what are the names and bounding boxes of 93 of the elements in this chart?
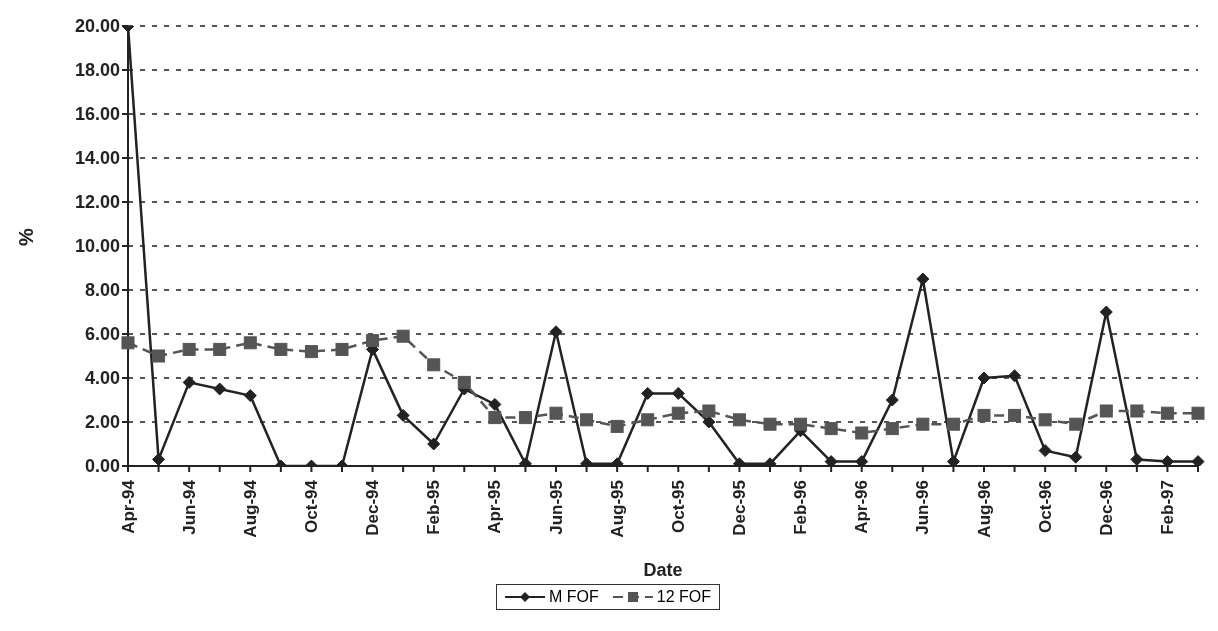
x-tick-label: Aug-96 <box>974 480 994 538</box>
y-tick-label: 8.00 <box>84 280 120 301</box>
point <box>580 413 594 427</box>
point <box>702 404 716 418</box>
point <box>824 422 838 436</box>
point <box>335 342 349 356</box>
y-tick-label: 16.00 <box>74 104 120 125</box>
point <box>1130 452 1144 466</box>
point <box>763 417 777 431</box>
y-tick-label: 6.00 <box>84 324 120 345</box>
point <box>396 329 410 343</box>
point <box>732 413 746 427</box>
x-tick-label: Apr-96 <box>852 480 872 534</box>
y-tick-label: 0.00 <box>84 456 120 477</box>
point <box>427 437 441 451</box>
x-tick-label: Feb-97 <box>1157 480 1177 535</box>
point <box>304 345 318 359</box>
point <box>243 336 257 350</box>
x-tick-label: Jun-96 <box>913 480 933 535</box>
point <box>1099 305 1113 319</box>
point <box>1008 369 1022 383</box>
point <box>182 375 196 389</box>
point <box>549 325 563 339</box>
point <box>488 397 502 411</box>
y-axis-title: % <box>15 228 38 246</box>
point <box>1130 404 1144 418</box>
x-tick-label: Aug-95 <box>607 480 627 538</box>
point <box>152 349 166 363</box>
point <box>671 406 685 420</box>
point <box>1191 406 1205 420</box>
point <box>977 408 991 422</box>
point <box>1038 444 1052 458</box>
point <box>885 393 899 407</box>
legend-label: 12 FOF <box>655 588 711 606</box>
y-tick-label: 18.00 <box>74 60 120 81</box>
point <box>518 411 532 425</box>
x-tick-label: Apr-94 <box>118 479 138 534</box>
point <box>1069 417 1083 431</box>
point <box>946 417 960 431</box>
point <box>794 417 808 431</box>
y-tick-label: 20.00 <box>74 16 120 37</box>
x-tick-label: Oct-96 <box>1035 480 1055 533</box>
point <box>366 334 380 348</box>
point <box>916 272 930 286</box>
y-tick-label: 2.00 <box>84 412 120 433</box>
point <box>1038 413 1052 427</box>
point <box>610 419 624 433</box>
point <box>1160 406 1174 420</box>
point <box>946 455 960 466</box>
x-tick-label: Jun-94 <box>179 479 199 535</box>
point <box>641 413 655 427</box>
x-tick-label: Dec-95 <box>729 480 749 536</box>
point <box>1008 408 1022 422</box>
point <box>916 417 930 431</box>
point <box>1069 450 1083 464</box>
point <box>977 371 991 385</box>
point <box>671 386 685 400</box>
point <box>274 342 288 356</box>
x-tick-label: Dec-94 <box>363 479 383 536</box>
point <box>427 358 441 372</box>
x-tick-label: Feb-95 <box>424 480 444 535</box>
y-tick-label: 12.00 <box>74 192 120 213</box>
point <box>121 336 135 350</box>
legend-label: M FOF <box>548 588 599 606</box>
y-tick-label: 4.00 <box>84 368 120 389</box>
point <box>1160 455 1174 466</box>
point <box>702 415 716 429</box>
point <box>855 455 869 466</box>
point <box>855 426 869 440</box>
point <box>1099 404 1113 418</box>
point <box>1191 455 1205 466</box>
point <box>488 411 502 425</box>
x-tick-label: Aug-94 <box>240 479 260 538</box>
x-tick-label: Apr-95 <box>485 480 505 534</box>
y-tick-label: 10.00 <box>74 236 120 257</box>
point <box>549 406 563 420</box>
x-tick-label: Oct-95 <box>668 480 688 533</box>
x-tick-label: Jun-95 <box>546 480 566 535</box>
point <box>152 452 166 466</box>
x-axis-title: Date <box>643 560 683 580</box>
point <box>641 386 655 400</box>
y-tick-label: 14.00 <box>74 148 120 169</box>
point <box>213 342 227 356</box>
x-tick-label: Dec-96 <box>1096 480 1116 536</box>
point <box>457 375 471 389</box>
x-tick-label: Feb-96 <box>791 480 811 535</box>
point <box>824 455 838 466</box>
point <box>396 408 410 422</box>
point <box>243 389 257 403</box>
x-tick-label: Oct-94 <box>301 479 321 533</box>
point <box>885 422 899 436</box>
point <box>182 342 196 356</box>
point <box>213 382 227 396</box>
